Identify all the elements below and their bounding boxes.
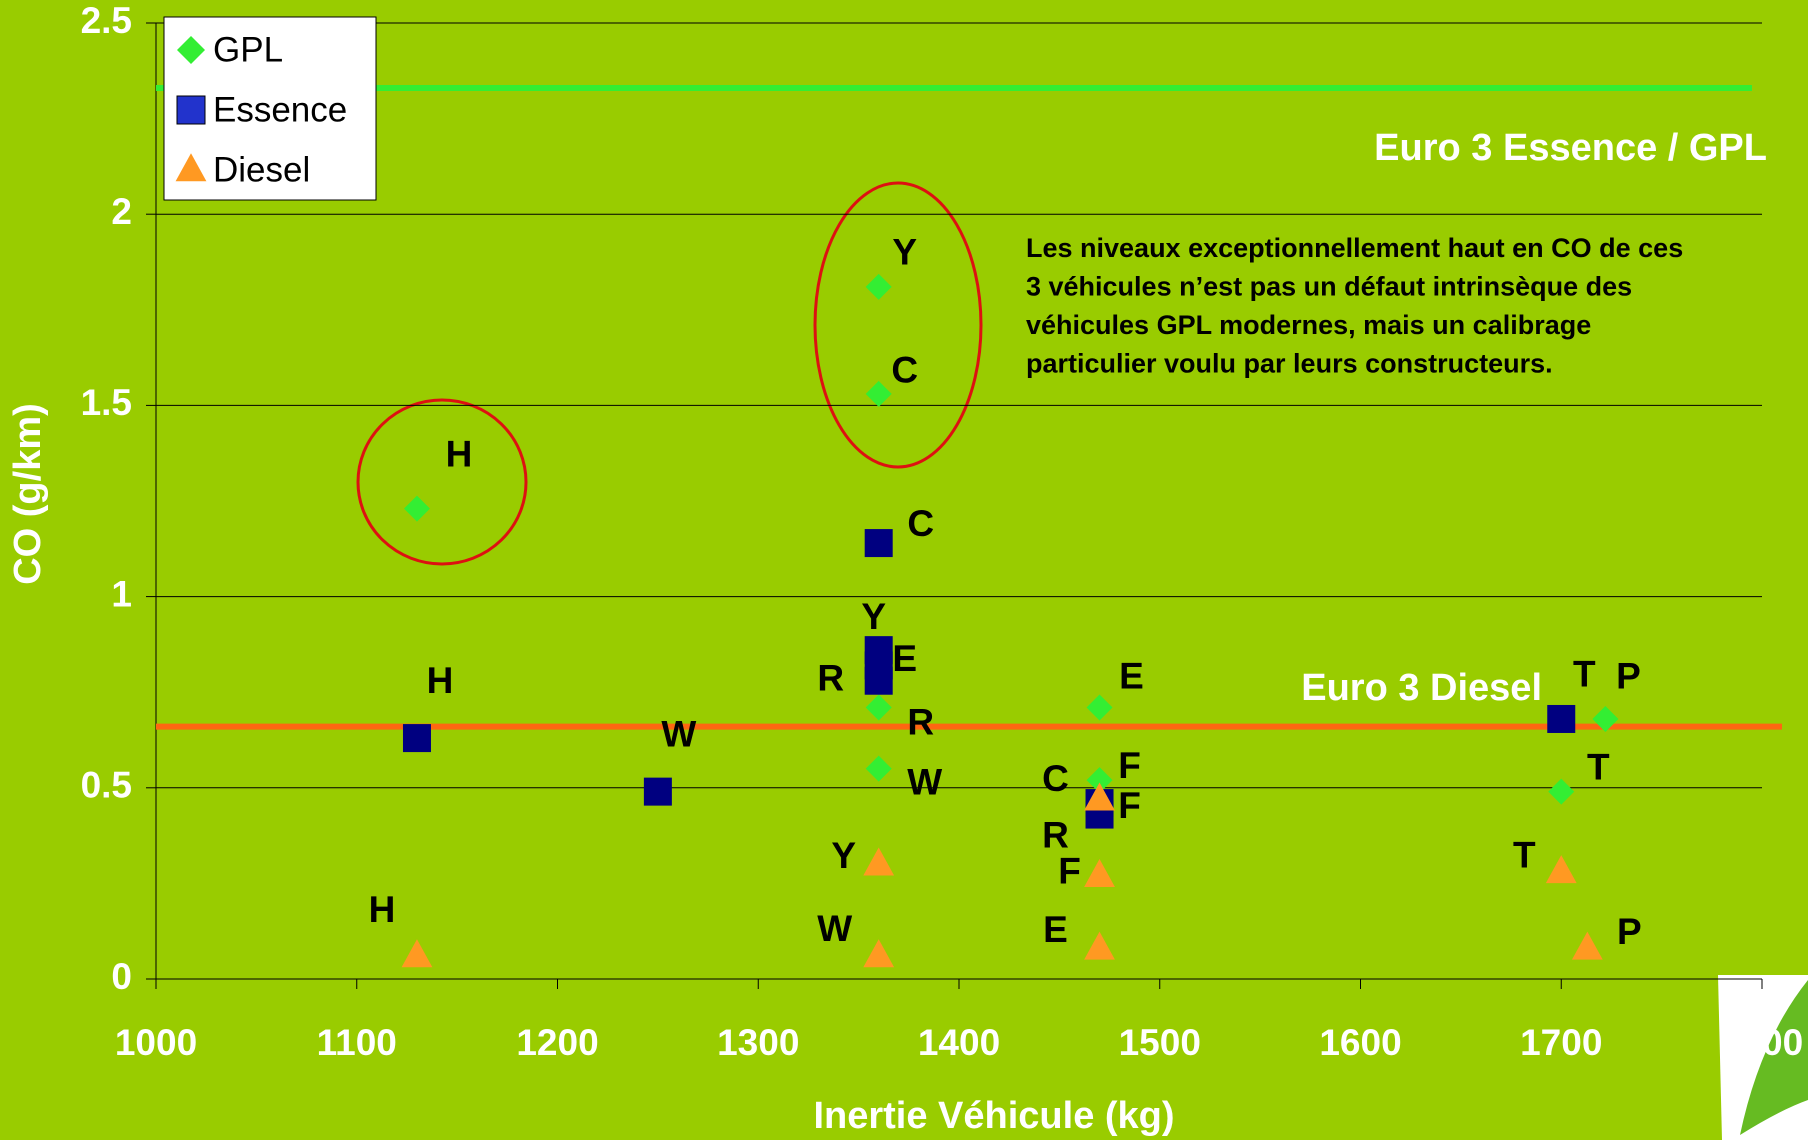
- point-label: C: [1042, 758, 1069, 799]
- point-label: P: [1617, 911, 1642, 952]
- point-label: C: [907, 503, 934, 544]
- x-axis-title: Inertie Véhicule (kg): [813, 1095, 1174, 1137]
- point-label: Y: [861, 596, 886, 637]
- point: [863, 939, 895, 968]
- y-tick-label: 1.5: [81, 382, 132, 423]
- x-tick-label: 1600: [1319, 1022, 1401, 1063]
- point-label: W: [661, 713, 696, 754]
- point: [865, 380, 892, 407]
- point: [864, 529, 893, 558]
- point: [864, 666, 893, 695]
- x-tick-label: 1700: [1520, 1022, 1602, 1063]
- point: [1086, 694, 1113, 721]
- point-label: R: [817, 658, 844, 699]
- point: [402, 724, 431, 753]
- x-tick-label: 1200: [516, 1022, 598, 1063]
- annotation: véhicules GPL modernes, mais un calibrag…: [1026, 310, 1591, 340]
- legend-swatch: [177, 36, 205, 64]
- x-tick-label: 1500: [1119, 1022, 1201, 1063]
- y-tick-label: 2.5: [81, 0, 132, 41]
- point: [863, 847, 895, 876]
- legend: GPL Essence Diesel: [163, 16, 377, 201]
- point: [403, 495, 430, 522]
- point-label: P: [1616, 656, 1641, 697]
- point: [1545, 855, 1577, 884]
- point: [865, 694, 892, 721]
- point-label: Y: [831, 835, 856, 876]
- point-label: C: [891, 350, 918, 391]
- annotation: 3 véhicules n’est pas un défaut intrinsè…: [1026, 272, 1632, 302]
- highlight-ellipse: [356, 398, 528, 566]
- legend-label: Essence: [213, 90, 347, 129]
- point: [1547, 704, 1576, 733]
- y-tick-label: 0: [111, 956, 132, 997]
- point-label: F: [1118, 785, 1141, 826]
- point: [643, 777, 672, 806]
- limit-label: Euro 3 Diesel: [1301, 667, 1542, 709]
- point-label: H: [446, 433, 473, 474]
- point-label: W: [907, 761, 942, 802]
- point: [865, 755, 892, 782]
- y-tick-label: 2: [111, 191, 132, 232]
- point-label: W: [817, 908, 852, 949]
- point-label: R: [1042, 814, 1069, 855]
- legend-swatch: [176, 95, 206, 125]
- point: [401, 939, 433, 968]
- x-tick-label: 1100: [317, 1022, 397, 1063]
- point-label: E: [892, 638, 917, 679]
- y-tick-label: 1: [111, 573, 132, 614]
- y-tick-label: 0.5: [81, 765, 132, 806]
- point: [1548, 778, 1575, 805]
- point-label: F: [1058, 851, 1081, 892]
- logo-leaf: [1740, 980, 1808, 1135]
- point-label: Y: [892, 232, 917, 273]
- point-label: E: [1043, 909, 1068, 950]
- x-tick-label: 1400: [918, 1022, 1000, 1063]
- point-label: T: [1587, 746, 1610, 787]
- point-label: E: [1119, 655, 1144, 696]
- legend-label: GPL: [213, 30, 283, 69]
- x-tick-label: 1800: [1721, 1022, 1803, 1063]
- annotation: Les niveaux exceptionnellement haut en C…: [1026, 233, 1683, 263]
- point: [1086, 767, 1113, 794]
- limit-label: Euro 3 Essence / GPL: [1374, 127, 1767, 169]
- point-label: T: [1573, 654, 1596, 695]
- annotation: particulier voulu par leurs constructeur…: [1026, 349, 1553, 379]
- point: [1084, 782, 1115, 811]
- point: [865, 273, 892, 300]
- point: [1571, 931, 1603, 960]
- point-label: F: [1118, 745, 1141, 786]
- point-label: H: [427, 660, 454, 701]
- point: [1084, 858, 1115, 887]
- point: [1592, 705, 1619, 732]
- y-axis-title: CO (g/km): [7, 403, 49, 585]
- point-label: H: [369, 889, 396, 930]
- x-tick-label: 1300: [717, 1022, 799, 1063]
- point-label: T: [1513, 835, 1536, 876]
- legend-swatch: [175, 153, 207, 182]
- highlight-ellipse: [813, 181, 983, 469]
- legend-label: Diesel: [213, 150, 310, 189]
- point-label: R: [907, 701, 934, 742]
- x-tick-label: 1000: [115, 1022, 197, 1063]
- point: [1084, 931, 1115, 960]
